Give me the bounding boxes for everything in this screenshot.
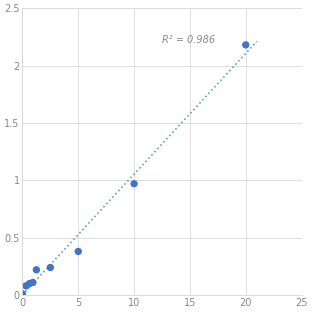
Point (23, 283, 28, 288)
Point (243, 42, 248, 47)
Point (20, 291, 25, 296)
Text: R² = 0.986: R² = 0.986 (162, 35, 215, 45)
Point (48, 265, 53, 270)
Point (31, 280, 36, 285)
Point (132, 181, 137, 186)
Point (76, 249, 81, 254)
Point (27, 281, 32, 286)
Point (34, 267, 39, 272)
